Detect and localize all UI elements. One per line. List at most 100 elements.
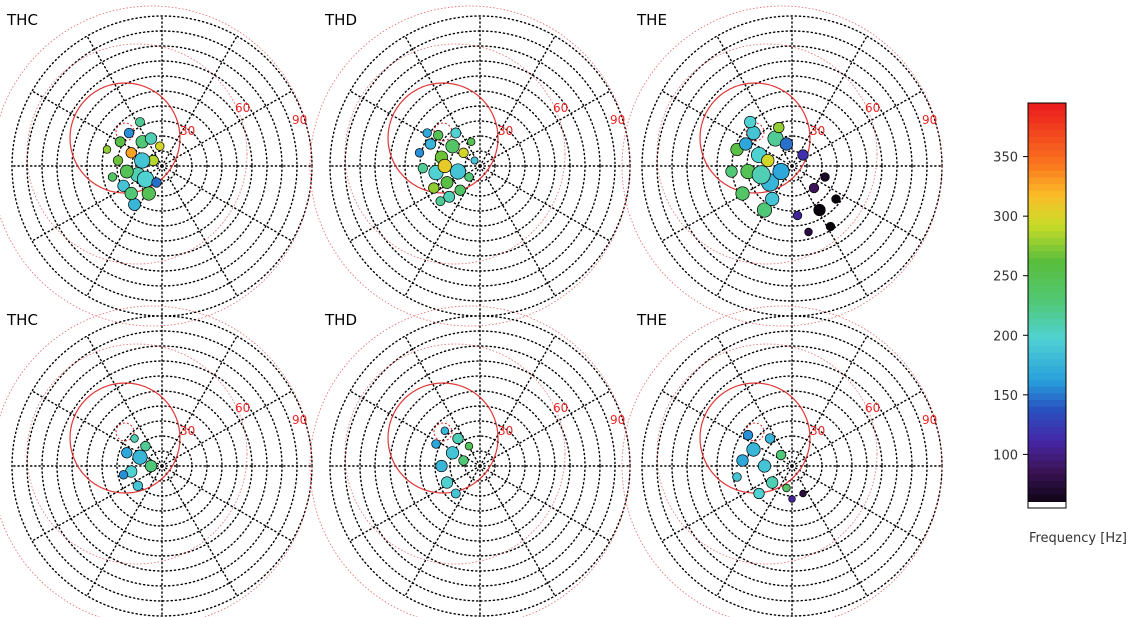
colorbar-band bbox=[1028, 352, 1066, 360]
data-point bbox=[742, 430, 754, 441]
colorbar-band bbox=[1028, 285, 1066, 293]
offset-ring bbox=[309, 305, 631, 617]
data-point bbox=[123, 127, 135, 139]
data-point bbox=[746, 125, 761, 141]
colorbar-band bbox=[1028, 123, 1066, 131]
colorbar-band bbox=[1028, 184, 1066, 192]
data-point bbox=[792, 210, 803, 221]
data-point bbox=[445, 139, 460, 154]
data-point bbox=[130, 434, 139, 443]
data-point bbox=[125, 147, 137, 159]
colorbar-gap bbox=[1028, 502, 1066, 508]
data-point bbox=[753, 487, 765, 500]
data-point bbox=[825, 221, 836, 232]
data-point bbox=[804, 227, 813, 237]
data-point bbox=[464, 442, 474, 451]
grid-spoke bbox=[661, 90, 793, 167]
offset-ring bbox=[387, 382, 499, 494]
colorbar-band bbox=[1028, 251, 1066, 259]
ring-label: 90 bbox=[292, 413, 307, 427]
grid-spoke bbox=[791, 335, 868, 467]
data-point bbox=[765, 191, 780, 207]
offset-ring bbox=[656, 43, 878, 265]
data-point bbox=[440, 176, 454, 189]
panel-title: THD bbox=[324, 311, 357, 329]
grid-ring bbox=[671, 45, 913, 287]
data-point bbox=[443, 190, 456, 203]
data-point bbox=[831, 194, 841, 204]
grid-spoke bbox=[161, 165, 293, 242]
panel-title: THE bbox=[636, 11, 667, 29]
colorbar-tick-label: 250 bbox=[993, 270, 1018, 285]
colorbar-band bbox=[1028, 224, 1066, 232]
data-point bbox=[735, 186, 750, 201]
colorbar-band bbox=[1028, 427, 1066, 435]
ring-label: 60 bbox=[865, 101, 880, 115]
colorbar-band bbox=[1028, 170, 1066, 178]
data-point bbox=[458, 455, 469, 466]
data-point bbox=[144, 459, 158, 473]
colorbar-band bbox=[1028, 339, 1066, 347]
data-point bbox=[452, 432, 464, 445]
data-point bbox=[417, 163, 428, 174]
ring-label: 30 bbox=[810, 124, 825, 138]
data-point bbox=[435, 459, 448, 473]
colorbar-band bbox=[1028, 481, 1066, 489]
grid-ring bbox=[359, 45, 601, 287]
grid-spoke bbox=[349, 390, 481, 467]
colorbar-band bbox=[1028, 305, 1066, 313]
colorbar-tick-label: 300 bbox=[993, 210, 1018, 225]
data-point bbox=[102, 145, 112, 154]
colorbar-band bbox=[1028, 373, 1066, 381]
colorbar-band bbox=[1028, 359, 1066, 367]
data-point bbox=[132, 449, 148, 465]
grid-spoke bbox=[86, 335, 163, 467]
ring-label: 90 bbox=[922, 113, 937, 127]
data-point bbox=[135, 117, 145, 127]
colorbar-band bbox=[1028, 103, 1066, 111]
data-point bbox=[107, 172, 118, 182]
panel-title: THE bbox=[636, 311, 667, 329]
data-point bbox=[458, 147, 469, 158]
colorbar-band bbox=[1028, 211, 1066, 219]
data-point bbox=[779, 137, 794, 151]
colorbar-band bbox=[1028, 319, 1066, 327]
data-point bbox=[756, 202, 773, 218]
grid-ring bbox=[464, 150, 496, 182]
offset-ring bbox=[0, 5, 313, 327]
polar-panel: THE 30 60 90 bbox=[621, 5, 943, 327]
panel-title: THD bbox=[324, 11, 357, 29]
ring-label: 90 bbox=[610, 413, 625, 427]
grid-spoke bbox=[479, 35, 556, 167]
colorbar-band bbox=[1028, 136, 1066, 144]
colorbar-band bbox=[1028, 298, 1066, 306]
grid-spoke bbox=[161, 465, 293, 542]
grid-ring bbox=[41, 345, 283, 587]
grid-ring bbox=[464, 450, 496, 482]
data-point bbox=[782, 483, 791, 493]
data-point bbox=[820, 172, 830, 182]
colorbar-band bbox=[1028, 447, 1066, 455]
colorbar-band bbox=[1028, 109, 1066, 117]
data-point bbox=[414, 148, 425, 158]
data-point bbox=[449, 163, 467, 180]
data-point bbox=[470, 156, 479, 165]
offset-ring bbox=[699, 82, 811, 194]
offset-ring bbox=[621, 305, 943, 617]
data-point bbox=[813, 203, 826, 217]
grid-spoke bbox=[479, 90, 611, 167]
data-point bbox=[424, 138, 437, 150]
offset-ring bbox=[69, 382, 181, 494]
data-point bbox=[132, 480, 143, 491]
data-point bbox=[739, 137, 753, 151]
data-point bbox=[445, 446, 460, 460]
offset-ring bbox=[344, 343, 566, 565]
grid-ring bbox=[116, 420, 208, 512]
data-point bbox=[422, 128, 432, 138]
colorbar-band bbox=[1028, 197, 1066, 205]
grid-spoke bbox=[161, 165, 238, 297]
data-point bbox=[761, 153, 775, 168]
data-point bbox=[437, 158, 452, 174]
grid-spoke bbox=[161, 90, 293, 167]
colorbar-band bbox=[1028, 400, 1066, 408]
